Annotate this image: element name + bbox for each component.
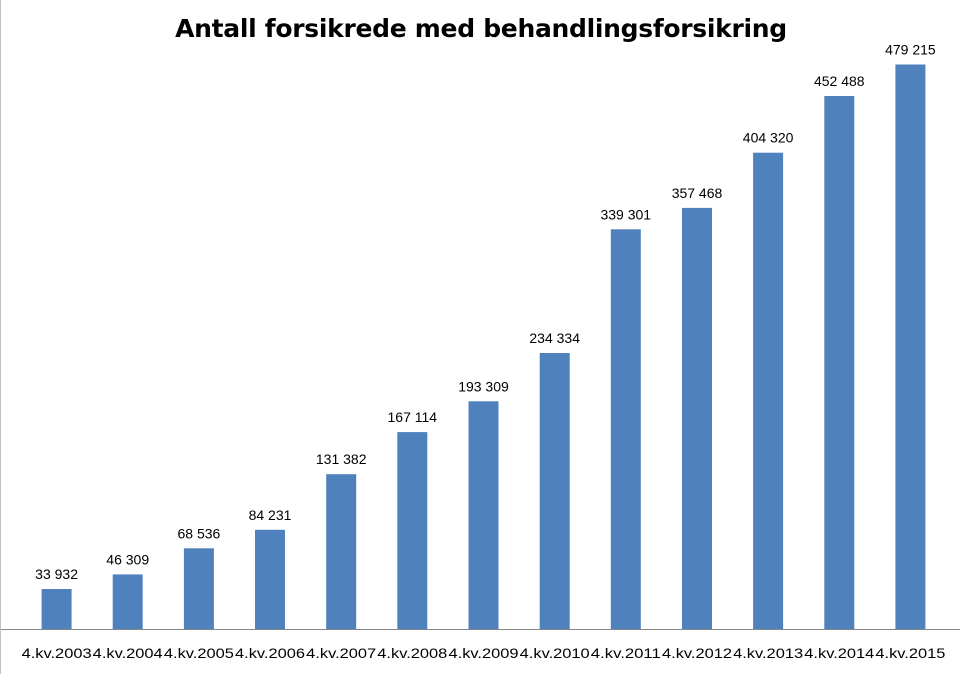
data-label-4.kv.2007: 131 382 [316, 451, 367, 467]
bar-4.kv.2003 [41, 589, 72, 629]
x-tick-label-4.kv.2003: 4.kv.2003 [22, 645, 92, 661]
x-tick-label-4.kv.2013: 4.kv.2013 [733, 645, 803, 661]
x-tick-label-4.kv.2009: 4.kv.2009 [449, 645, 519, 661]
bar-4.kv.2015 [895, 64, 926, 629]
bar-4.kv.2007 [326, 474, 357, 629]
data-label-4.kv.2014: 452 488 [814, 73, 865, 89]
data-label-4.kv.2005: 68 536 [177, 525, 220, 541]
bar-4.kv.2014 [824, 96, 855, 629]
bar-4.kv.2008 [397, 432, 428, 629]
bar-4.kv.2013 [753, 152, 784, 629]
bar-4.kv.2005 [183, 548, 214, 629]
bar-4.kv.2010 [539, 353, 570, 629]
data-label-4.kv.2009: 193 309 [458, 378, 509, 394]
x-tick-label-4.kv.2004: 4.kv.2004 [93, 645, 163, 661]
x-tick-label-4.kv.2005: 4.kv.2005 [164, 645, 234, 661]
x-tick-label-4.kv.2006: 4.kv.2006 [235, 645, 305, 661]
x-tick-label-4.kv.2012: 4.kv.2012 [662, 645, 732, 661]
bar-4.kv.2006 [255, 529, 285, 629]
data-labels-layer: 33 932 46 309 68 536 84 231 131 382 167 114 19… [35, 42, 936, 583]
data-label-4.kv.2015: 479 215 [885, 42, 936, 58]
bars-layer [41, 64, 926, 630]
x-tick-label-4.kv.2011: 4.kv.2011 [591, 645, 661, 661]
x-tick-labels-layer: 4.kv.2003 4.kv.2004 4.kv.2005 4.kv.2006 4.kv… [22, 645, 946, 661]
data-label-4.kv.2013: 404 320 [743, 130, 794, 146]
data-label-4.kv.2006: 84 231 [249, 507, 292, 523]
x-tick-label-4.kv.2014: 4.kv.2014 [804, 645, 874, 661]
x-tick-label-4.kv.2007: 4.kv.2007 [306, 645, 376, 661]
data-label-4.kv.2004: 46 309 [106, 551, 149, 567]
data-label-4.kv.2010: 234 334 [529, 330, 580, 346]
bar-4.kv.2004 [112, 574, 143, 629]
bar-4.kv.2009 [468, 401, 499, 629]
data-label-4.kv.2003: 33 932 [35, 566, 78, 582]
x-tick-label-4.kv.2010: 4.kv.2010 [520, 645, 590, 661]
x-tick-label-4.kv.2008: 4.kv.2008 [377, 645, 447, 661]
x-tick-label-4.kv.2015: 4.kv.2015 [875, 645, 945, 661]
chart-title: Antall forsikrede med behandlingsforsikr… [175, 14, 787, 43]
bar-4.kv.2011 [610, 229, 641, 630]
data-label-4.kv.2008: 167 114 [388, 409, 438, 425]
data-label-4.kv.2012: 357 468 [672, 185, 723, 201]
data-label-4.kv.2011: 339 301 [600, 206, 651, 222]
bar-4.kv.2012 [682, 207, 712, 629]
